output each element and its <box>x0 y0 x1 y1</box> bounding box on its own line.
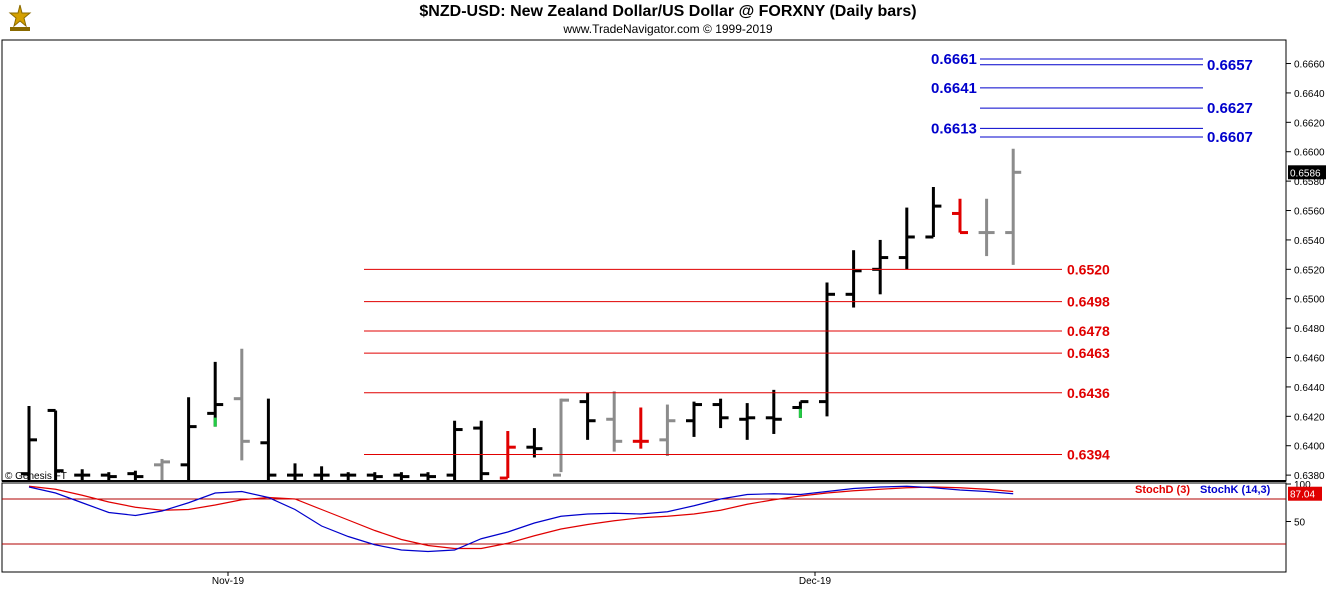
support-levels: 0.6520 0.6498 0.6478 0.6463 0.6436 0.6394 <box>364 261 1110 463</box>
resistance-level-label: 0.6641 <box>931 80 977 97</box>
price-axis-tick-label: 0.6380 <box>1294 471 1325 482</box>
resistance-level-label: 0.6661 <box>931 51 977 68</box>
price-axis-tick-label: 0.6600 <box>1294 148 1325 159</box>
price-axis-tick-label: 0.6400 <box>1294 442 1325 453</box>
ohlc-bar <box>1005 148 1022 265</box>
ohlc-bar <box>553 398 569 477</box>
price-axis-tick-label: 0.6500 <box>1294 295 1325 306</box>
chart-subtitle: www.TradeNavigator.com © 1999-2019 <box>563 22 773 36</box>
ohlc-bar <box>925 187 942 239</box>
support-level-label: 0.6394 <box>1067 447 1110 463</box>
price-axis-tick-label: 0.6580 <box>1294 177 1325 188</box>
ohlc-bar <box>632 407 649 449</box>
ohlc-bar <box>207 361 224 427</box>
ohlc-bar <box>127 470 144 480</box>
resistance-level-label: 0.6607 <box>1207 129 1253 146</box>
time-axis-label: Nov-19 <box>212 576 245 587</box>
ohlc-bar <box>446 420 463 480</box>
last-price-box <box>1288 165 1326 180</box>
ohlc-bar <box>686 401 702 437</box>
stoch-k-legend: StochK (14,3) <box>1200 484 1271 496</box>
price-axis-tick-label: 0.6420 <box>1294 412 1325 423</box>
ohlc-bar <box>313 466 330 480</box>
support-level-label: 0.6436 <box>1067 385 1110 401</box>
ohlc-bar <box>340 472 357 480</box>
resistance-level-label: 0.6627 <box>1207 100 1253 117</box>
ohlc-bar <box>765 389 782 434</box>
ohlc-bar <box>978 198 995 257</box>
price-axis-tick-label: 0.6560 <box>1294 207 1325 218</box>
watermark-text: © Genesis FT <box>5 471 67 482</box>
price-axis-tick-label: 0.6540 <box>1294 236 1325 247</box>
ohlc-bar <box>74 469 91 480</box>
ohlc-bar <box>819 282 835 417</box>
chart-header: $NZD-USD: New Zealand Dollar/US Dollar @… <box>0 0 1336 38</box>
ohlc-bar <box>100 472 117 480</box>
ohlc-bar <box>712 398 729 429</box>
price-axis-tick-label: 0.6640 <box>1294 89 1325 100</box>
ohlc-bar <box>952 198 968 235</box>
price-axis-tick-label: 0.6480 <box>1294 324 1325 335</box>
support-level-label: 0.6478 <box>1067 323 1110 339</box>
stoch-d-legend: StochD (3) <box>1135 484 1190 496</box>
ohlc-bar <box>47 408 64 480</box>
chart-title: $NZD-USD: New Zealand Dollar/US Dollar @… <box>419 3 917 20</box>
stochastic-last-value-box <box>1288 486 1322 501</box>
ohlc-bar <box>420 472 436 480</box>
ohlc-bar <box>792 400 809 418</box>
ohlc-bar <box>260 398 277 480</box>
stochastic-axis-tick-label: 50 <box>1294 518 1306 529</box>
stoch-d-line <box>28 485 1014 550</box>
ohlc-bar <box>154 458 170 480</box>
last-price-label: 0.6586 <box>1290 168 1321 179</box>
ohlc-bar <box>845 250 862 308</box>
time-axis: Nov-19 Dec-19 <box>212 572 832 587</box>
price-bars <box>21 148 1022 480</box>
support-level-label: 0.6520 <box>1067 261 1110 277</box>
ohlc-bar <box>180 397 197 480</box>
genesis-logo-icon <box>8 4 32 31</box>
ohlc-bar <box>526 428 543 458</box>
stochastic-axis-tick-label: 100 <box>1294 480 1311 491</box>
price-axis-tick-label: 0.6520 <box>1294 265 1325 276</box>
ohlc-bar <box>21 406 37 480</box>
price-axis-tick-label: 0.6440 <box>1294 383 1325 394</box>
resistance-level-label: 0.6657 <box>1207 57 1253 74</box>
time-axis-label: Dec-19 <box>799 576 832 587</box>
resistance-level-label: 0.6613 <box>931 120 977 137</box>
ohlc-bar <box>606 391 623 452</box>
ohlc-bar <box>659 404 676 457</box>
ohlc-bar <box>393 472 410 480</box>
price-axis: 0.6380 0.6400 0.6420 0.6440 0.6460 0.6480 0.65… <box>1286 60 1326 482</box>
ohlc-bar <box>366 472 383 480</box>
ohlc-bar <box>872 239 889 295</box>
price-axis-tick-label: 0.6660 <box>1294 60 1325 71</box>
ohlc-bar <box>287 463 303 480</box>
ohlc-bar <box>898 207 915 270</box>
ohlc-bar <box>233 348 250 461</box>
support-level-label: 0.6498 <box>1067 294 1110 310</box>
price-axis-tick-label: 0.6620 <box>1294 118 1325 129</box>
support-level-label: 0.6463 <box>1067 345 1110 361</box>
ohlc-bar <box>579 392 596 440</box>
ohlc-bar <box>473 420 490 480</box>
stoch-k-line <box>28 485 1014 553</box>
stochastic-panel-frame <box>1 482 1287 573</box>
resistance-levels: 0.6661 0.6641 0.6613 0.6657 0.6627 0.6607 <box>931 51 1253 146</box>
stochastic-last-value-label: 87.04 <box>1290 490 1315 501</box>
price-axis-tick-label: 0.6460 <box>1294 354 1325 365</box>
ohlc-bar <box>739 403 756 440</box>
